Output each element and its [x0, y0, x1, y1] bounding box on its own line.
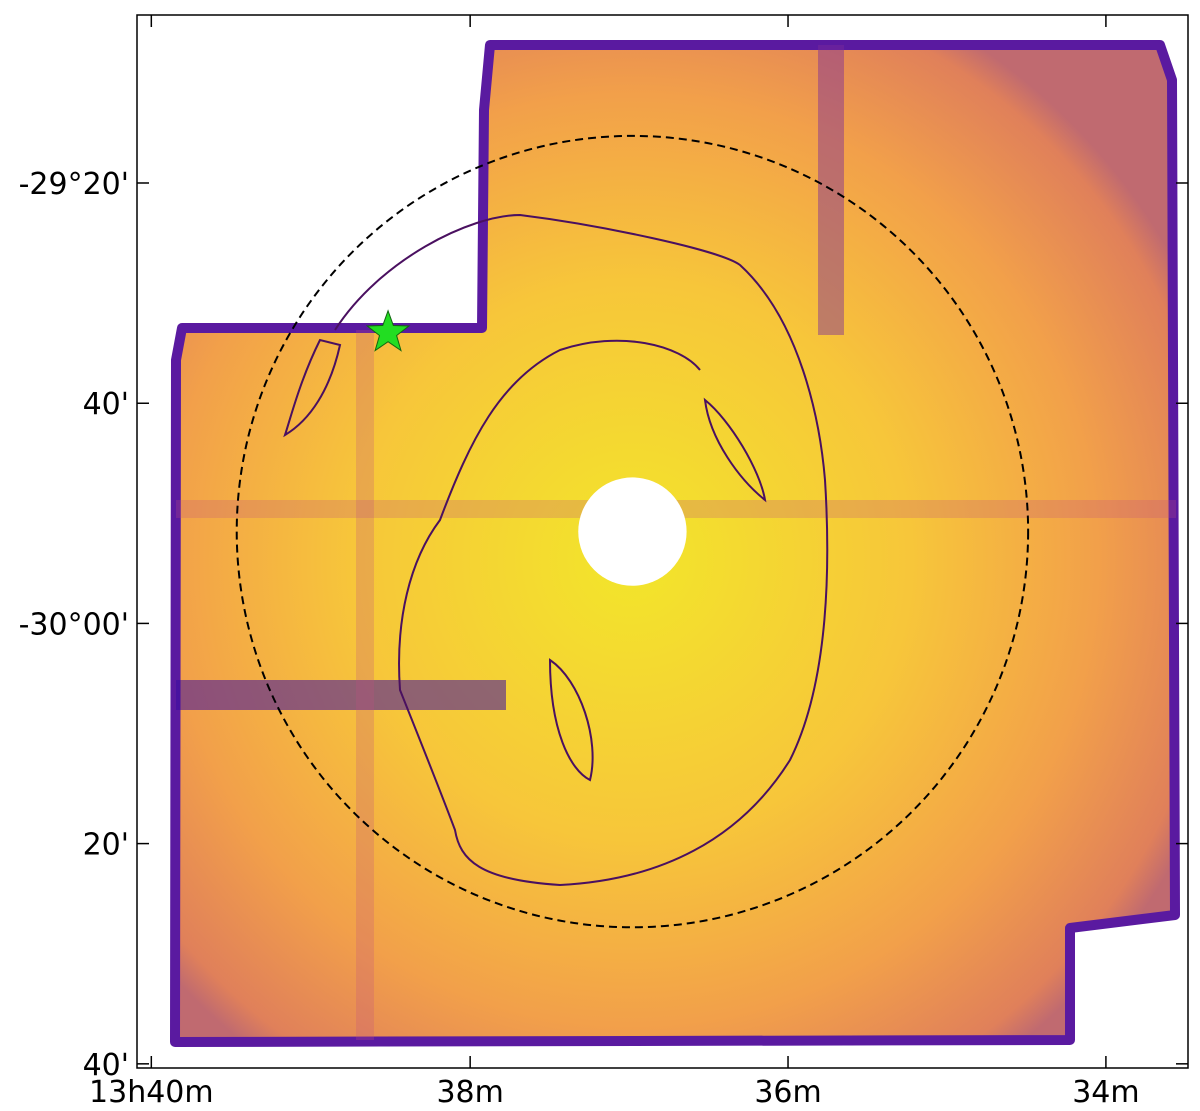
contour — [334, 213, 829, 887]
x-tick-label: 13h40m — [89, 1075, 214, 1110]
aperture-circle — [235, 134, 1030, 929]
frame — [136, 14, 1189, 1069]
stripe — [176, 680, 506, 710]
x-tick-label: 34m — [1072, 1075, 1139, 1110]
x-tick-label: 38m — [436, 1075, 503, 1110]
contour — [703, 397, 767, 503]
contour — [548, 658, 594, 782]
contour — [283, 338, 342, 438]
y-tick-label: 40' — [83, 387, 129, 422]
y-tick-label: 20' — [83, 828, 129, 863]
star-marker — [365, 309, 411, 352]
y-tick-label: 40' — [83, 1048, 129, 1083]
x-tick-label: 36m — [754, 1075, 821, 1110]
stripe — [356, 330, 374, 1040]
mask — [578, 477, 687, 586]
y-tick-label: -30°00' — [19, 607, 129, 642]
y-tick-label: -29°20' — [19, 167, 129, 202]
